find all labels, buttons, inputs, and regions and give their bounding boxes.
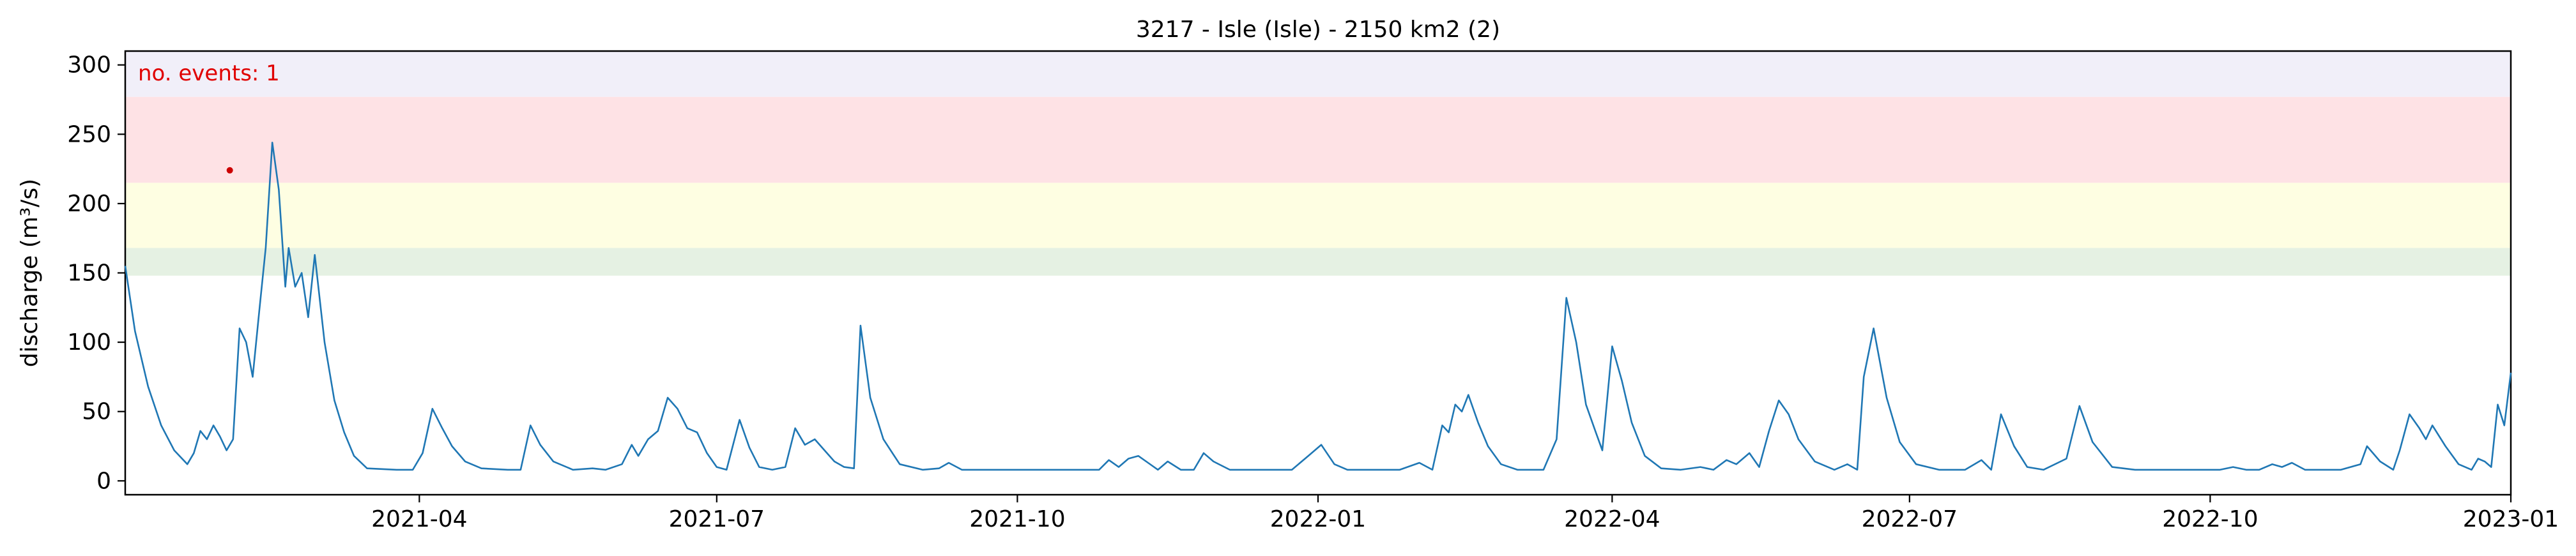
x-tick-label: 2021-04	[371, 506, 467, 532]
threshold-band-2	[125, 96, 2511, 183]
x-tick-label: 2021-07	[669, 506, 765, 532]
y-tick-label: 250	[67, 121, 111, 147]
y-tick-label: 150	[67, 260, 111, 287]
y-axis-label: discharge (m³/s)	[17, 179, 43, 367]
x-tick-label: 2021-10	[969, 506, 1065, 532]
y-tick-label: 300	[67, 52, 111, 79]
chart-title: 3217 - Isle (Isle) - 2150 km2 (2)	[1136, 17, 1500, 43]
threshold-band-3	[125, 51, 2511, 97]
x-tick-label: 2023-01	[2463, 506, 2559, 532]
x-tick-label: 2022-04	[1564, 506, 1660, 532]
y-tick-label: 200	[67, 191, 111, 217]
threshold-band-0	[125, 248, 2511, 276]
x-tick-label: 2022-01	[1270, 506, 1366, 532]
x-tick-label: 2022-10	[2162, 506, 2258, 532]
y-tick-label: 50	[82, 399, 111, 425]
threshold-band-1	[125, 183, 2511, 248]
event-count-annotation: no. events: 1	[138, 61, 280, 86]
event-markers	[226, 167, 233, 174]
discharge-series	[124, 142, 2512, 471]
x-tick-label: 2022-07	[1862, 506, 1958, 532]
discharge-line-0	[124, 142, 2512, 471]
threshold-bands	[125, 51, 2511, 276]
y-tick-label: 0	[96, 468, 111, 494]
y-tick-label: 100	[67, 329, 111, 356]
x-axis-ticks: 2021-04 2021-07 2021-10 2022-01 2022-04 2022-…	[371, 495, 2559, 532]
y-axis-ticks: 0 50 100 150 200 250 300	[67, 52, 125, 494]
event-marker-0	[226, 167, 233, 174]
